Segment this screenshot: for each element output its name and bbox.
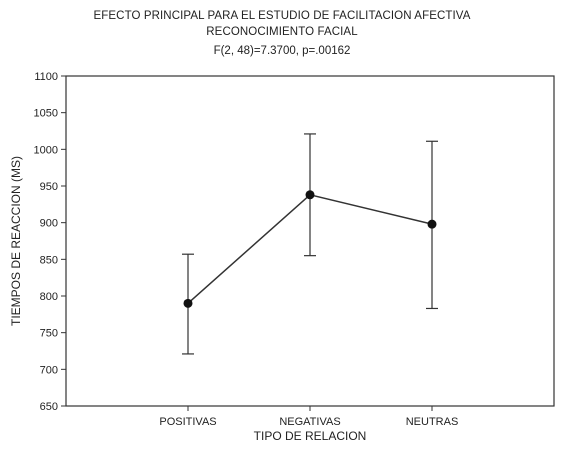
y-tick-label: 900 [40, 218, 58, 230]
y-tick-label: 650 [40, 401, 58, 413]
y-ticks: 650 700 750 800 850 900 950 1000 1050 1100 [34, 71, 66, 413]
y-tick-label: 800 [40, 291, 58, 303]
x-ticks: POSITIVAS NEGATIVAS NEUTRAS [159, 406, 458, 428]
x-axis-label: TIPO DE RELACION [254, 429, 367, 443]
y-tick-label: 1100 [34, 71, 58, 83]
y-tick-label: 1000 [34, 144, 58, 156]
x-tick-label: POSITIVAS [159, 416, 216, 428]
y-tick-label: 750 [40, 328, 58, 340]
y-tick-label: 1050 [34, 108, 58, 120]
chart-title: EFECTO PRINCIPAL PARA EL ESTUDIO DE FACI… [93, 10, 471, 22]
series-group [183, 190, 437, 308]
data-point [305, 190, 315, 200]
chart-title-2: RECONOCIMIENTO FACIAL [206, 26, 358, 38]
y-tick-label: 700 [40, 364, 58, 376]
chart-title-block: EFECTO PRINCIPAL PARA EL ESTUDIO DE FACI… [0, 8, 564, 60]
data-point [183, 298, 193, 308]
data-point [427, 219, 437, 229]
x-tick-label: NEGATIVAS [279, 416, 340, 428]
y-tick-label: 850 [40, 254, 58, 266]
error-bars [182, 133, 438, 355]
x-tick-label: NEUTRAS [406, 416, 459, 428]
y-tick-label: 950 [40, 181, 58, 193]
y-axis-label: TIEMPOS DE REACCION (MS) [9, 156, 23, 326]
chart-subtitle: F(2, 48)=7.3700, p=.00162 [213, 45, 351, 57]
